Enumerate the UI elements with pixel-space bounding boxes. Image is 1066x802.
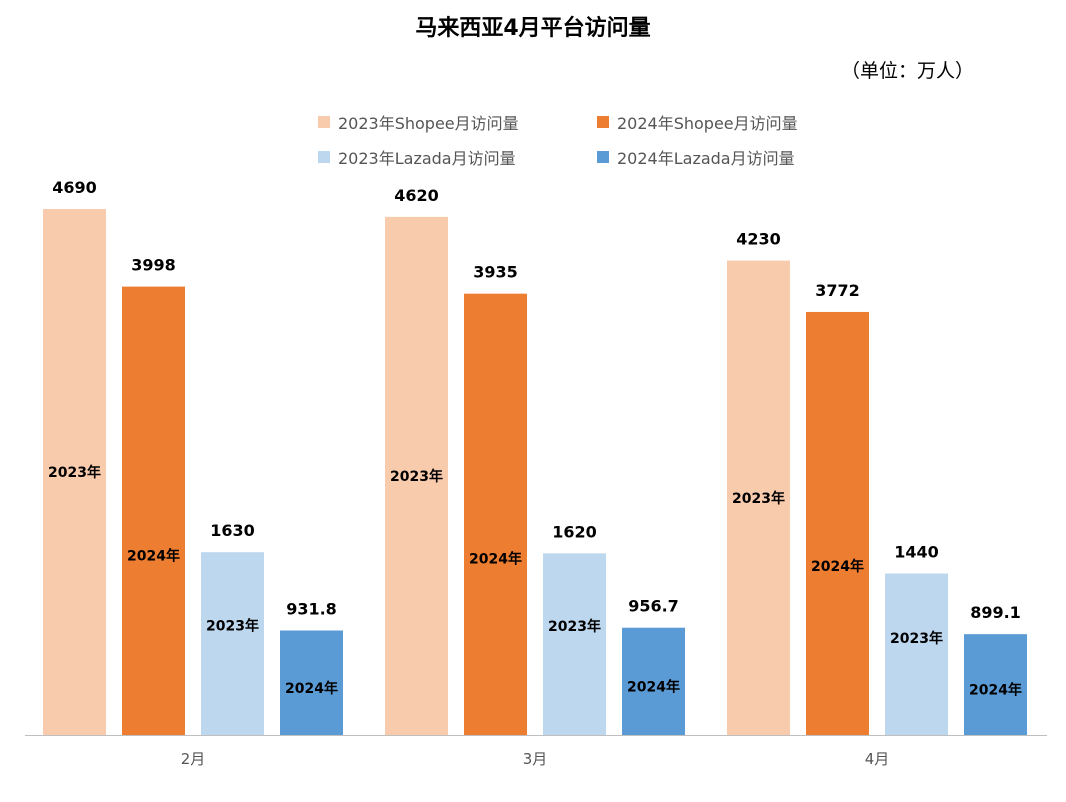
legend-item-lazada-2024: 2024年Lazada月访问量 xyxy=(597,145,795,169)
data-label: 1440 xyxy=(894,542,939,561)
bar-inner-label: 2023年 xyxy=(390,468,443,485)
data-label: 3935 xyxy=(473,263,518,282)
bar-inner-label: 2024年 xyxy=(127,548,180,565)
legend-label-lazada-2023: 2023年Lazada月访问量 xyxy=(338,149,516,168)
bar-2m-series2 xyxy=(122,286,185,735)
data-label: 1620 xyxy=(552,522,597,541)
bar-inner-label: 2024年 xyxy=(969,682,1022,699)
legend-label-shopee-2023: 2023年Shopee月访问量 xyxy=(338,114,519,133)
legend-label-lazada-2024: 2024年Lazada月访问量 xyxy=(617,149,795,168)
legend-item-lazada-2023: 2023年Lazada月访问量 xyxy=(318,145,516,169)
bar-3m-series3 xyxy=(543,553,606,735)
bar-3m-series2 xyxy=(464,293,527,735)
bar-inner-label: 2023年 xyxy=(732,490,785,507)
bar-2m-series1 xyxy=(43,209,106,735)
bar-4m-series1 xyxy=(727,260,790,735)
data-label: 931.8 xyxy=(286,599,337,618)
bar-inner-label: 2023年 xyxy=(206,617,259,634)
bar-inner-label: 2023年 xyxy=(548,618,601,635)
data-label: 899.1 xyxy=(970,603,1021,622)
legend-item-shopee-2023: 2023年Shopee月访问量 xyxy=(318,110,519,134)
bar-2m-series4 xyxy=(280,630,343,735)
x-tick-label: 4月 xyxy=(865,750,890,768)
legend-swatch-lazada-2024 xyxy=(597,151,609,163)
bar-4m-series2 xyxy=(806,311,869,735)
bar-4m-series4 xyxy=(964,634,1027,735)
bar-4m-series3 xyxy=(885,573,948,735)
bar-2m-series3 xyxy=(201,552,264,735)
data-label: 4230 xyxy=(736,230,781,249)
legend-swatch-shopee-2024 xyxy=(597,116,609,128)
chart-title: 马来西亚4月平台访问量 xyxy=(415,16,651,41)
bar-inner-label: 2023年 xyxy=(890,630,943,647)
data-label: 4620 xyxy=(394,186,439,205)
bar-3m-series1 xyxy=(385,216,448,735)
legend-swatch-lazada-2023 xyxy=(318,151,330,163)
bar-inner-label: 2024年 xyxy=(811,558,864,575)
unit-note: （单位：万人） xyxy=(840,60,974,82)
x-tick-label: 2月 xyxy=(181,750,206,768)
data-label: 3998 xyxy=(131,256,176,275)
bar-inner-label: 2024年 xyxy=(627,679,680,696)
bar-inner-label: 2023年 xyxy=(48,464,101,481)
bar-inner-label: 2024年 xyxy=(469,550,522,567)
data-label: 3772 xyxy=(815,281,860,300)
legend: 2023年Shopee月访问量 2024年Shopee月访问量 2023年Laz… xyxy=(0,0,1066,170)
data-label: 4690 xyxy=(52,178,97,197)
legend-item-shopee-2024: 2024年Shopee月访问量 xyxy=(597,110,798,134)
x-tick-label: 3月 xyxy=(523,750,548,768)
data-label: 956.7 xyxy=(628,597,679,616)
legend-swatch-shopee-2023 xyxy=(318,116,330,128)
data-label: 1630 xyxy=(210,521,255,540)
bar-inner-label: 2024年 xyxy=(285,680,338,697)
legend-label-shopee-2024: 2024年Shopee月访问量 xyxy=(617,114,798,133)
bar-3m-series4 xyxy=(622,627,685,735)
